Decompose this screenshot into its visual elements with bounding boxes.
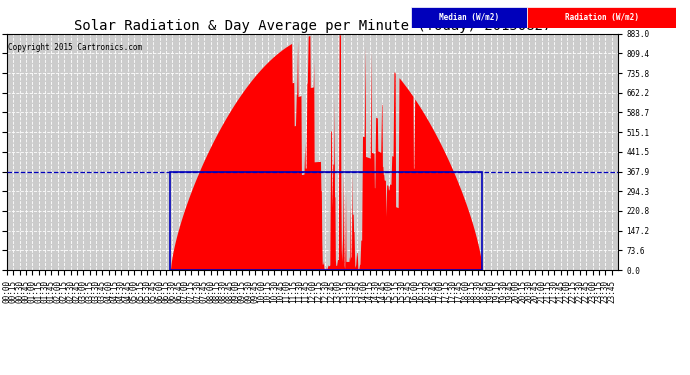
Bar (527, 8, 676, 28)
Text: Median (W/m2): Median (W/m2) (439, 13, 499, 22)
Title: Solar Radiation & Day Average per Minute (Today) 20150827: Solar Radiation & Day Average per Minute… (74, 19, 551, 33)
Text: Copyright 2015 Cartronics.com: Copyright 2015 Cartronics.com (8, 43, 142, 52)
Bar (411, 8, 527, 28)
Text: Radiation (W/m2): Radiation (W/m2) (565, 13, 639, 22)
Bar (170, 172, 482, 270)
